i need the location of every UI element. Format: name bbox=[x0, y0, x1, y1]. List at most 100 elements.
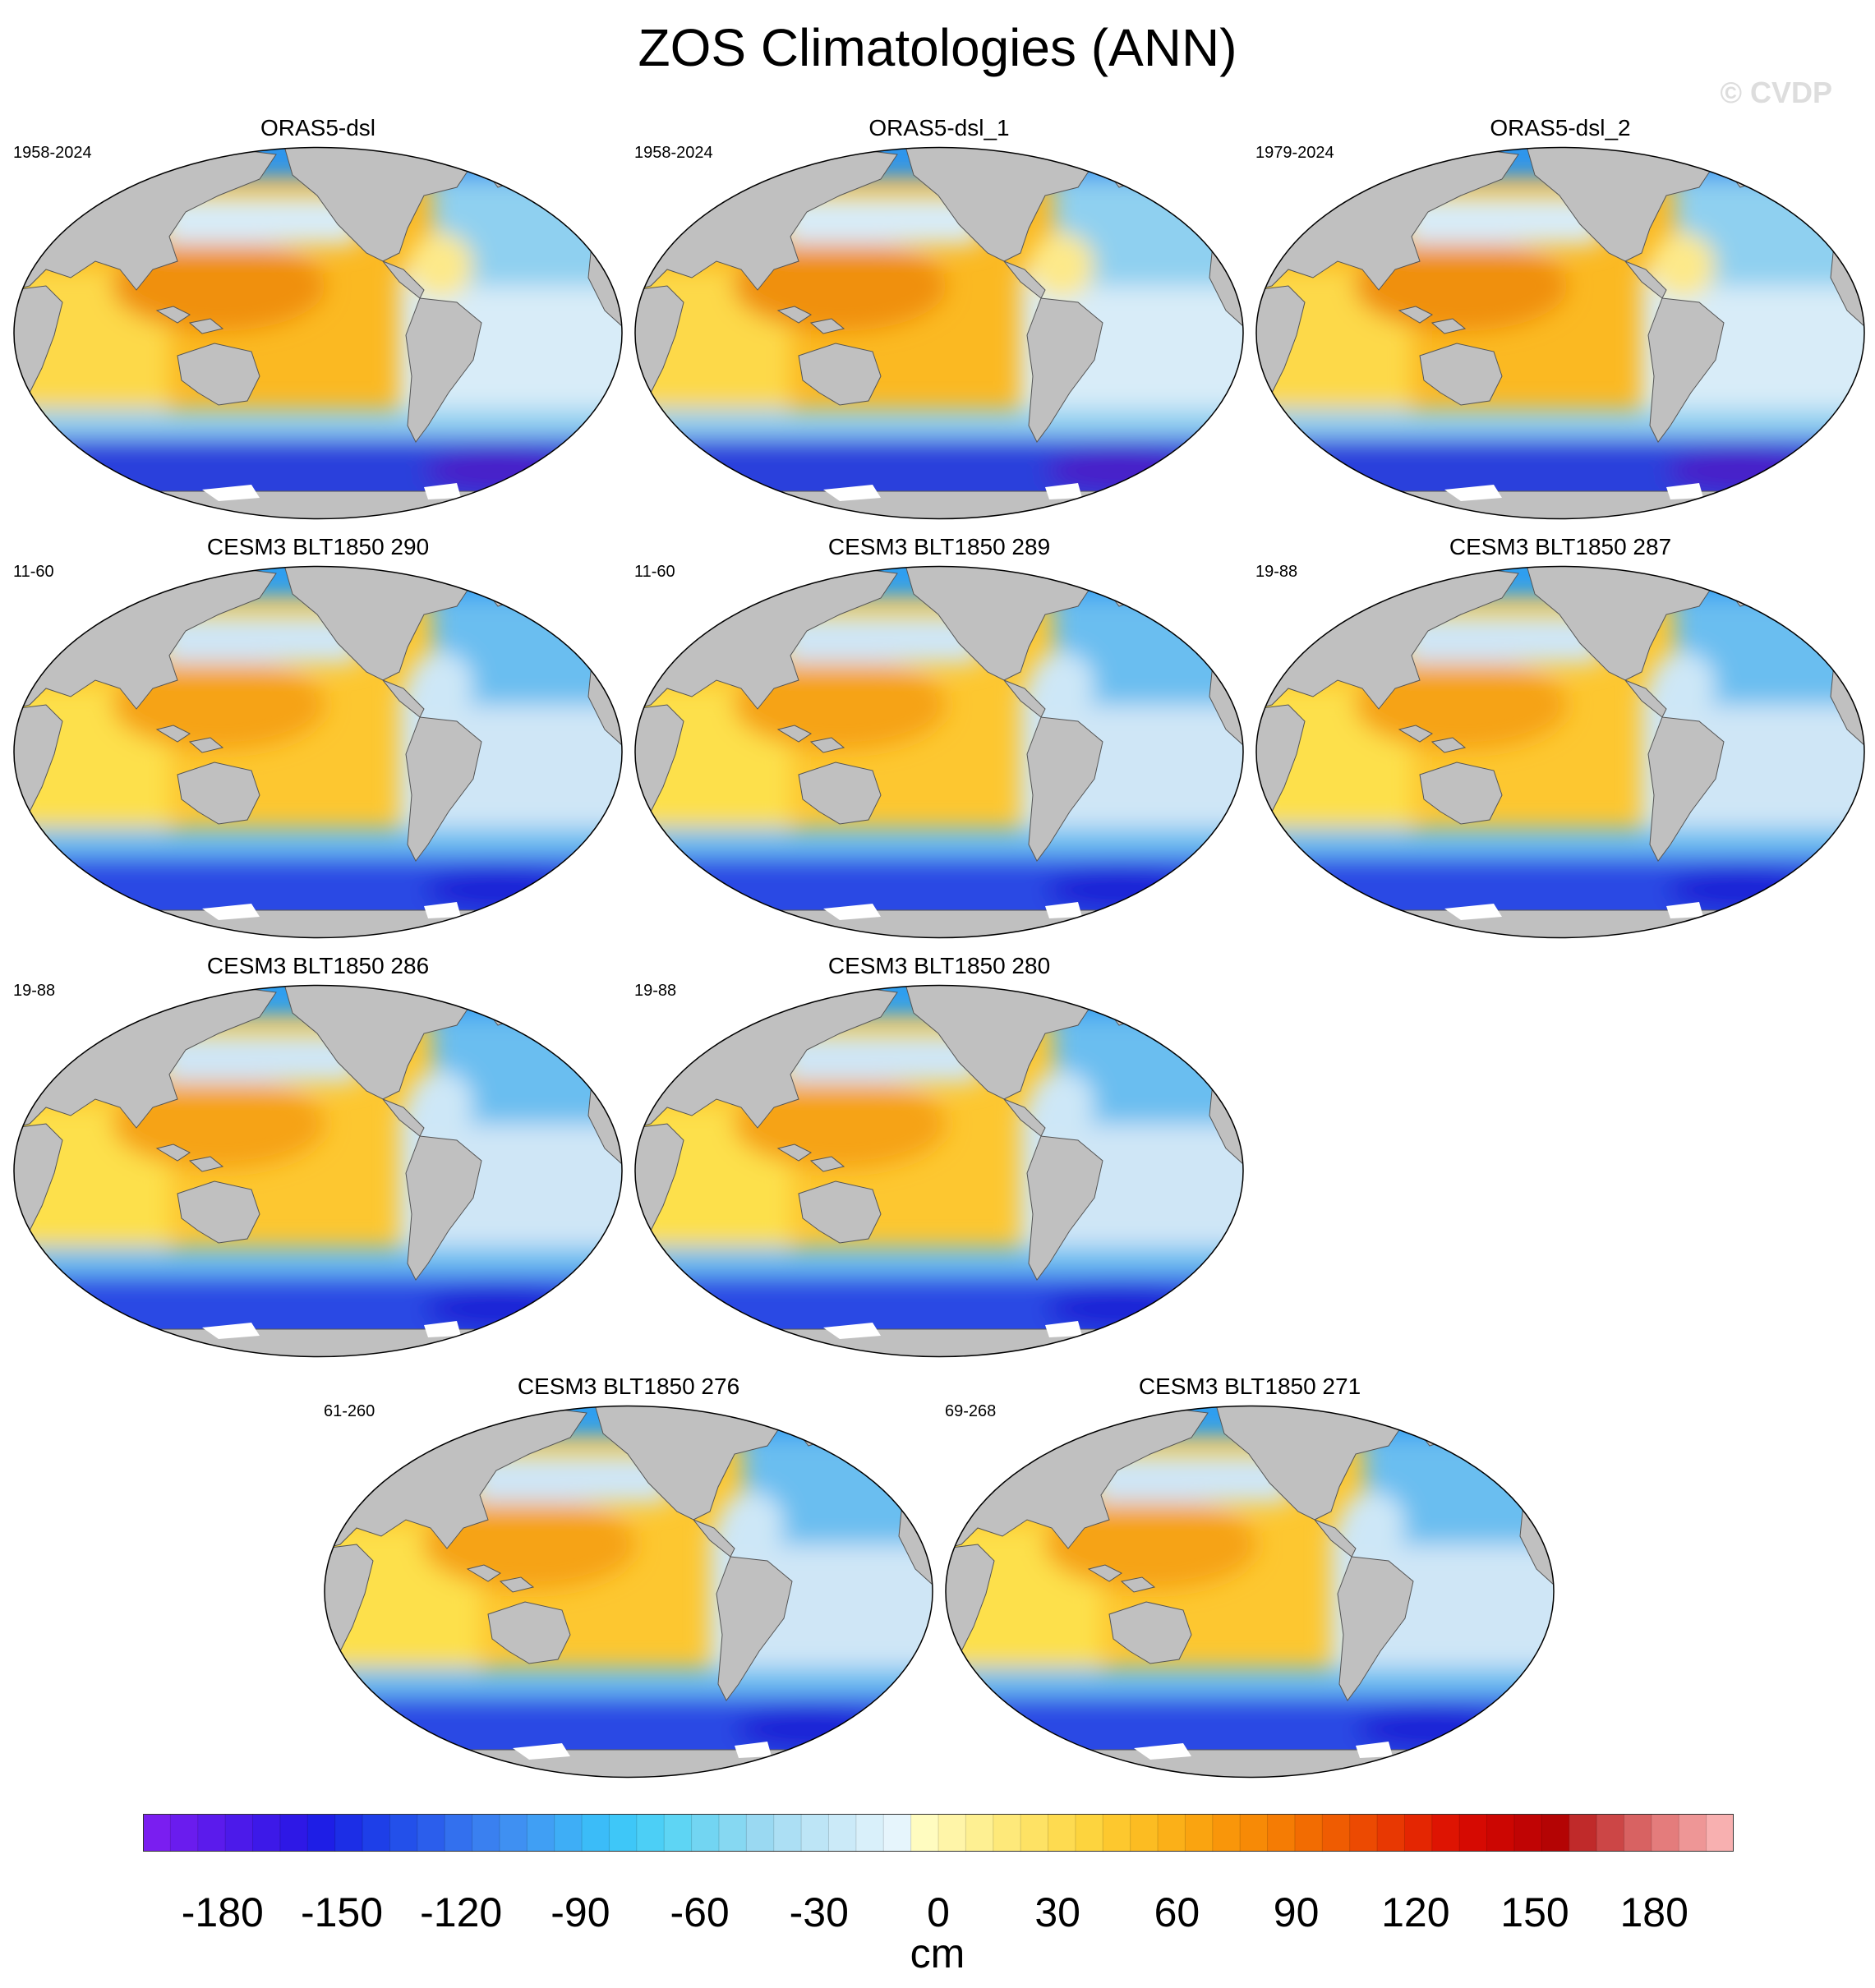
map-panel: CESM3 BLT1850 286 19-88 bbox=[13, 953, 623, 1372]
colorbar-swatch bbox=[691, 1814, 720, 1852]
panel-period: 19-88 bbox=[1255, 563, 1298, 581]
colorbar-swatch bbox=[362, 1814, 390, 1852]
colorbar-swatch bbox=[1294, 1814, 1323, 1852]
panel-title: ORAS5-dsl_1 bbox=[868, 115, 1010, 140]
world-map bbox=[13, 565, 623, 939]
colorbar-swatch bbox=[143, 1814, 171, 1852]
colorbar-swatch bbox=[1075, 1814, 1103, 1852]
colorbar-swatch bbox=[1349, 1814, 1378, 1852]
map-panel: CESM3 BLT1850 276 61-260 bbox=[324, 1374, 933, 1792]
panel-period: 19-88 bbox=[634, 982, 677, 1000]
panel-period: 1979-2024 bbox=[1255, 144, 1334, 162]
colorbar-swatch bbox=[1240, 1814, 1269, 1852]
panel-period: 1958-2024 bbox=[634, 144, 713, 162]
colorbar-swatch bbox=[1431, 1814, 1460, 1852]
panel-title: CESM3 BLT1850 287 bbox=[1449, 534, 1672, 559]
colorbar-tick-label: 0 bbox=[927, 1889, 950, 1935]
world-map bbox=[634, 565, 1244, 939]
colorbar-swatch bbox=[445, 1814, 473, 1852]
map-panel: CESM3 BLT1850 287 19-88 bbox=[1255, 534, 1865, 953]
colorbar-tick-label: -150 bbox=[300, 1889, 384, 1935]
panel-title: CESM3 BLT1850 290 bbox=[206, 534, 430, 559]
colorbar-swatch bbox=[609, 1814, 638, 1852]
panel-title: CESM3 BLT1850 276 bbox=[517, 1374, 740, 1399]
colorbar-swatch bbox=[389, 1814, 418, 1852]
map-panel: ORAS5-dsl 1958-2024 bbox=[13, 115, 623, 534]
world-map bbox=[1255, 146, 1865, 520]
colorbar-swatch bbox=[279, 1814, 308, 1852]
colorbar-swatch bbox=[554, 1814, 583, 1852]
colorbar-swatch bbox=[746, 1814, 775, 1852]
colorbar-swatch bbox=[664, 1814, 693, 1852]
colorbar-swatch bbox=[993, 1814, 1021, 1852]
world-map bbox=[634, 146, 1244, 520]
colorbar-swatch bbox=[197, 1814, 226, 1852]
panel-period: 61-260 bbox=[324, 1402, 375, 1420]
colorbar-swatch bbox=[855, 1814, 884, 1852]
panel-title: CESM3 BLT1850 271 bbox=[1138, 1374, 1361, 1399]
panel-period: 11-60 bbox=[634, 563, 675, 581]
colorbar-swatch bbox=[773, 1814, 802, 1852]
colorbar-swatch bbox=[499, 1814, 527, 1852]
colorbar-swatch bbox=[1267, 1814, 1296, 1852]
colorbar-swatch bbox=[1130, 1814, 1159, 1852]
colorbar-swatch bbox=[636, 1814, 665, 1852]
world-map bbox=[945, 1405, 1555, 1779]
colorbar-swatch bbox=[1706, 1814, 1734, 1852]
colorbar-tick-label: -120 bbox=[420, 1889, 503, 1935]
colorbar-swatch bbox=[225, 1814, 254, 1852]
colorbar bbox=[143, 1814, 1734, 1852]
panel-title: CESM3 BLT1850 286 bbox=[206, 953, 430, 978]
colorbar-swatch bbox=[334, 1814, 363, 1852]
colorbar-swatch bbox=[1513, 1814, 1542, 1852]
colorbar-swatch bbox=[1679, 1814, 1707, 1852]
colorbar-swatch bbox=[307, 1814, 336, 1852]
colorbar-swatch bbox=[801, 1814, 829, 1852]
colorbar-swatch bbox=[1459, 1814, 1488, 1852]
map-panel: CESM3 BLT1850 289 11-60 bbox=[634, 534, 1244, 953]
colorbar-swatch bbox=[472, 1814, 500, 1852]
panel-period: 1958-2024 bbox=[13, 144, 92, 162]
colorbar-swatch bbox=[527, 1814, 555, 1852]
colorbar-tick-label: -30 bbox=[789, 1889, 849, 1935]
colorbar-swatch bbox=[1541, 1814, 1570, 1852]
colorbar-swatch bbox=[938, 1814, 966, 1852]
world-map bbox=[13, 146, 623, 520]
panel-title: CESM3 BLT1850 280 bbox=[827, 953, 1051, 978]
world-map bbox=[13, 984, 623, 1358]
colorbar-swatch bbox=[1377, 1814, 1405, 1852]
colorbar-swatch bbox=[1486, 1814, 1515, 1852]
colorbar-swatch bbox=[1020, 1814, 1049, 1852]
panel-period: 69-268 bbox=[945, 1402, 997, 1420]
colorbar-swatch bbox=[417, 1814, 445, 1852]
colorbar-swatch bbox=[1103, 1814, 1131, 1852]
colorbar-swatch bbox=[883, 1814, 912, 1852]
panel-title: CESM3 BLT1850 289 bbox=[827, 534, 1051, 559]
colorbar-swatch bbox=[1651, 1814, 1679, 1852]
map-panel: CESM3 BLT1850 271 69-268 bbox=[945, 1374, 1555, 1792]
panel-title: ORAS5-dsl bbox=[260, 115, 376, 140]
colorbar-tick-label: 120 bbox=[1381, 1889, 1450, 1935]
map-panel: ORAS5-dsl_1 1958-2024 bbox=[634, 115, 1244, 534]
colorbar-units: cm bbox=[910, 1930, 965, 1976]
world-map bbox=[634, 984, 1244, 1358]
page-title: ZOS Climatologies (ANN) bbox=[638, 18, 1237, 77]
map-panel: CESM3 BLT1850 280 19-88 bbox=[634, 953, 1244, 1372]
colorbar-swatch bbox=[1569, 1814, 1597, 1852]
colorbar-tick-label: 60 bbox=[1154, 1889, 1200, 1935]
colorbar-tick-label: 150 bbox=[1500, 1889, 1569, 1935]
colorbar-swatch bbox=[965, 1814, 994, 1852]
colorbar-tick-label: 30 bbox=[1034, 1889, 1080, 1935]
colorbar-swatch bbox=[1048, 1814, 1076, 1852]
colorbar-swatch bbox=[252, 1814, 281, 1852]
panel-title: ORAS5-dsl_2 bbox=[1490, 115, 1631, 140]
world-map bbox=[324, 1405, 933, 1779]
colorbar-swatch bbox=[1158, 1814, 1186, 1852]
colorbar-swatch bbox=[1624, 1814, 1652, 1852]
colorbar-swatch bbox=[1322, 1814, 1351, 1852]
colorbar-swatch bbox=[1185, 1814, 1214, 1852]
colorbar-swatch bbox=[582, 1814, 610, 1852]
map-panel: CESM3 BLT1850 290 11-60 bbox=[13, 534, 623, 953]
colorbar-swatch bbox=[170, 1814, 199, 1852]
colorbar-tick-label: -60 bbox=[670, 1889, 730, 1935]
